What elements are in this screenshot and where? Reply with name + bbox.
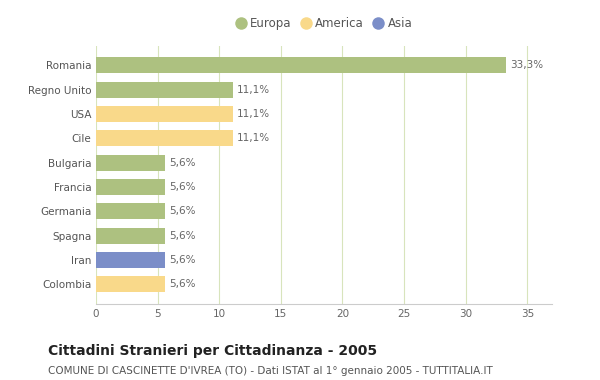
Text: 5,6%: 5,6% [169,206,195,216]
Text: 5,6%: 5,6% [169,279,195,289]
Bar [96,106,233,122]
Bar [96,57,506,73]
Text: 5,6%: 5,6% [169,231,195,241]
Bar [96,228,165,244]
Bar [96,203,165,219]
Text: 11,1%: 11,1% [236,133,269,143]
Bar [96,130,233,146]
Bar [96,252,165,268]
Bar [96,82,233,98]
Text: 5,6%: 5,6% [169,255,195,265]
Text: Cittadini Stranieri per Cittadinanza - 2005: Cittadini Stranieri per Cittadinanza - 2… [48,344,377,358]
Bar [96,276,165,292]
Text: COMUNE DI CASCINETTE D'IVREA (TO) - Dati ISTAT al 1° gennaio 2005 - TUTTITALIA.I: COMUNE DI CASCINETTE D'IVREA (TO) - Dati… [48,366,493,375]
Text: 11,1%: 11,1% [236,109,269,119]
Legend: Europa, America, Asia: Europa, America, Asia [231,13,417,35]
Text: 5,6%: 5,6% [169,182,195,192]
Text: 5,6%: 5,6% [169,158,195,168]
Text: 33,3%: 33,3% [510,60,543,70]
Bar [96,155,165,171]
Text: 11,1%: 11,1% [236,85,269,95]
Bar [96,179,165,195]
